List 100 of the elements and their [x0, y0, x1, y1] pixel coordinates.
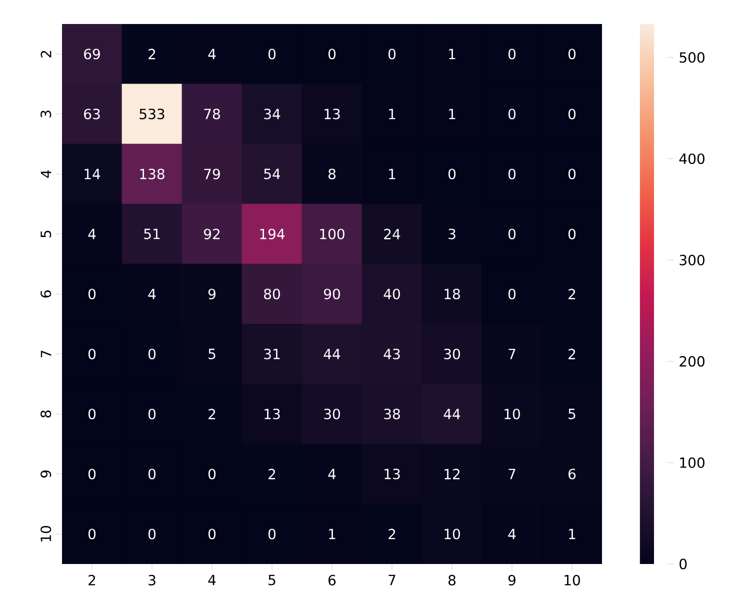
y-tick-label: 4: [40, 170, 52, 178]
y-tick-label: 9: [40, 470, 52, 478]
color-bar-label: 300: [680, 254, 704, 266]
data-label: 1: [329, 528, 336, 540]
y-tick-label: 6: [40, 290, 52, 298]
data-label: 533: [140, 108, 164, 120]
x-tick-label: 4: [208, 574, 216, 586]
data-label: 51: [144, 228, 160, 240]
data-label: 1: [389, 108, 396, 120]
data-label: 0: [148, 468, 156, 480]
data-label: 1: [389, 168, 396, 180]
data-label: 0: [88, 528, 96, 540]
color-bar-label: 100: [680, 457, 704, 468]
data-label: 0: [88, 468, 96, 480]
color-bar-label: 0: [680, 558, 687, 570]
data-label: 44: [324, 348, 340, 360]
data-label: 43: [384, 348, 400, 360]
data-label: 100: [320, 228, 344, 240]
x-tick-label: 2: [88, 574, 96, 586]
data-label: 54: [264, 168, 280, 180]
data-label: 2: [568, 348, 576, 360]
data-label: 5: [208, 348, 216, 360]
data-label: 18: [444, 288, 460, 300]
data-label: 24: [384, 228, 400, 240]
data-label: 14: [84, 168, 100, 180]
data-label: 44: [444, 408, 460, 420]
data-label: 0: [328, 48, 336, 60]
data-label: 90: [324, 288, 340, 300]
data-label: 4: [88, 228, 96, 240]
color-bar-label: 200: [680, 356, 704, 367]
data-label: 69: [84, 48, 100, 60]
data-label: 4: [508, 528, 516, 540]
data-label: 0: [568, 108, 576, 120]
data-label: 80: [264, 288, 280, 300]
data-label: 0: [148, 348, 156, 360]
data-label: 12: [444, 468, 460, 480]
data-label: 0: [568, 168, 576, 180]
data-label: 78: [204, 108, 220, 120]
data-label: 2: [388, 528, 396, 540]
color-bar-label: 500: [680, 52, 704, 63]
data-label: 7: [508, 348, 516, 360]
data-label: 8: [328, 168, 336, 180]
data-label: 0: [508, 48, 516, 60]
data-label: 0: [268, 48, 276, 60]
data-label: 79: [204, 168, 220, 180]
data-label: 6: [568, 468, 576, 480]
y-tick-label: 8: [40, 410, 52, 418]
x-tick-label: 3: [148, 574, 156, 586]
x-tick-label: 8: [448, 574, 456, 586]
data-label: 0: [88, 348, 96, 360]
data-label: 0: [148, 528, 156, 540]
data-label: 63: [84, 108, 100, 120]
data-label: 1: [449, 108, 456, 120]
data-label: 31: [264, 348, 280, 360]
data-label: 30: [324, 408, 340, 420]
data-label: 2: [208, 408, 216, 420]
data-label: 0: [448, 168, 456, 180]
data-label: 40: [384, 288, 400, 300]
data-label: 2: [268, 468, 276, 480]
data-label: 13: [324, 108, 340, 120]
y-tick-label: 2: [40, 50, 52, 58]
data-label: 10: [504, 408, 520, 420]
data-label: 0: [208, 528, 216, 540]
data-label: 0: [508, 168, 516, 180]
y-tick-label: 10: [40, 526, 52, 542]
data-label: 3: [448, 228, 456, 240]
data-label: 30: [444, 348, 460, 360]
data-label: 92: [204, 228, 220, 240]
x-tick-label: 5: [268, 574, 276, 586]
data-label: 0: [88, 288, 96, 300]
data-label: 10: [444, 528, 460, 540]
data-label: 0: [88, 408, 96, 420]
data-label: 0: [508, 108, 516, 120]
y-tick-label: 3: [40, 110, 52, 118]
data-label: 2: [568, 288, 576, 300]
x-tick-label: 6: [328, 574, 336, 586]
data-label: 4: [328, 468, 336, 480]
data-label: 9: [208, 288, 216, 300]
data-label: 4: [148, 288, 156, 300]
y-tick-label: 7: [40, 350, 52, 358]
data-label: 4: [208, 48, 216, 60]
data-label: 0: [268, 528, 276, 540]
data-label: 0: [508, 288, 516, 300]
data-label: 13: [264, 408, 280, 420]
data-label: 0: [568, 228, 576, 240]
data-label: 13: [384, 468, 400, 480]
data-label: 0: [388, 48, 396, 60]
data-label: 194: [260, 228, 285, 240]
data-label: 1: [569, 528, 576, 540]
data-label: 1: [449, 48, 456, 60]
data-label: 38: [384, 408, 400, 420]
data-label: 34: [264, 108, 280, 120]
x-tick-label: 10: [564, 574, 580, 586]
data-label: 0: [508, 228, 516, 240]
x-tick-label: 9: [508, 574, 516, 586]
color-bar-label: 400: [679, 153, 704, 164]
data-label: 5: [568, 408, 576, 420]
data-label: 0: [148, 408, 156, 420]
x-tick-label: 7: [388, 574, 396, 586]
data-label: 0: [568, 48, 576, 60]
